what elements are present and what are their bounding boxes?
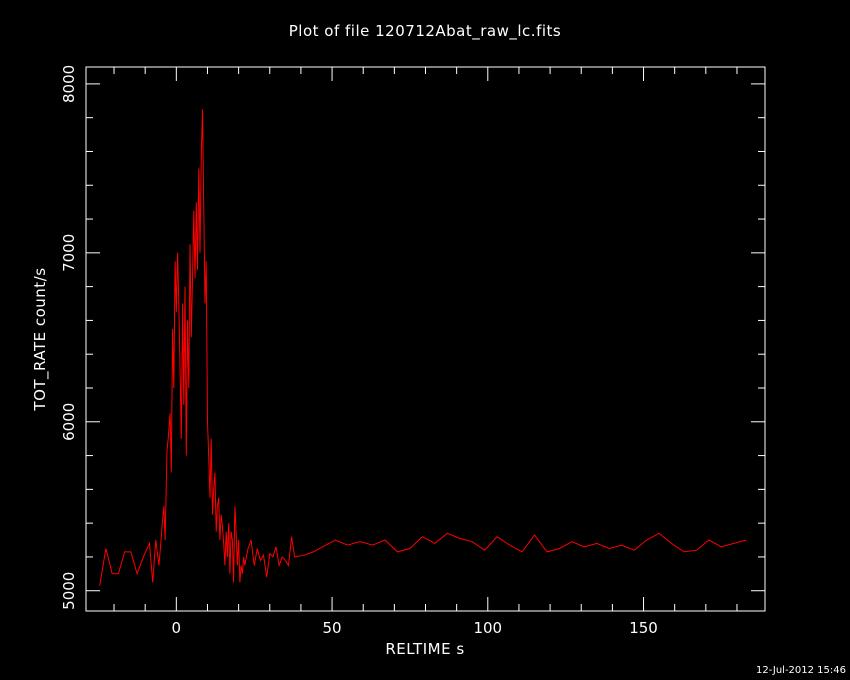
- series-group: [99, 109, 747, 586]
- timestamp: 12-Jul-2012 15:46: [755, 665, 846, 676]
- x-tick-label: 0: [172, 619, 182, 637]
- x-tick-label: 150: [629, 619, 658, 637]
- series-line: [99, 109, 747, 586]
- y-tick-label: 8000: [60, 65, 78, 103]
- axis-tick-labels: 0 50 100 150 5000 6000 7000 8000: [60, 65, 658, 637]
- chart-title: Plot of file 120712Abat_raw_lc.fits: [288, 22, 562, 40]
- y-tick-label: 7000: [60, 234, 78, 272]
- y-axis-label: TOT_RATE count/s: [31, 267, 49, 411]
- x-tick-label: 50: [323, 619, 342, 637]
- x-axis-label: RELTIME s: [385, 640, 465, 658]
- y-tick-label: 5000: [60, 572, 78, 610]
- axis-ticks: [86, 67, 765, 611]
- y-tick-label: 6000: [60, 403, 78, 441]
- x-tick-label: 100: [473, 619, 502, 637]
